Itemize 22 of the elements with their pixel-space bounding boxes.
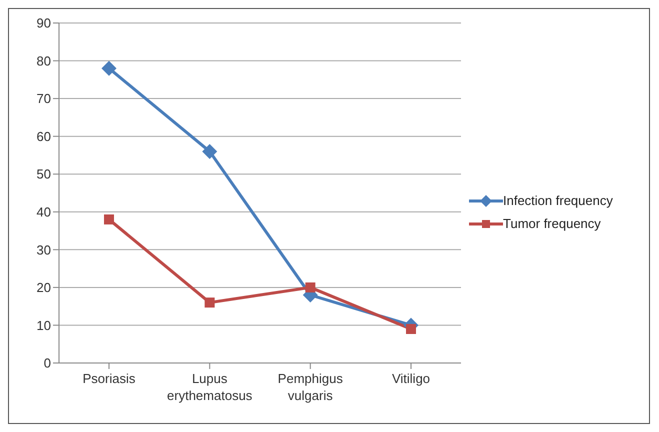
point xyxy=(104,214,114,224)
point xyxy=(305,282,316,292)
x-tick-label: Lupus erythematosus xyxy=(167,371,253,403)
y-tick-label: 30 xyxy=(36,242,51,258)
y-tick-label: 40 xyxy=(36,204,51,220)
x-tick-label: Psoriasis xyxy=(82,371,136,386)
point xyxy=(406,324,416,334)
point xyxy=(202,144,218,159)
y-tick-label: 90 xyxy=(36,16,51,31)
y-tick-label: 50 xyxy=(36,166,51,182)
y-tick-label: 10 xyxy=(36,318,51,333)
legend-label: Tumor frequency xyxy=(503,216,601,231)
y-tick-label: 70 xyxy=(36,91,51,106)
y-tick-label: 80 xyxy=(36,53,51,68)
point xyxy=(204,298,215,308)
point xyxy=(102,60,116,76)
y-tick-label: 60 xyxy=(36,128,51,144)
y-tick-label: 0 xyxy=(44,356,51,371)
y-tick-label: 20 xyxy=(36,280,51,296)
x-tick-label: Vitiligo xyxy=(392,371,430,386)
x-tick-label: Pemphigus vulgaris xyxy=(278,371,344,403)
legend-label: Infection frequency xyxy=(503,193,613,208)
